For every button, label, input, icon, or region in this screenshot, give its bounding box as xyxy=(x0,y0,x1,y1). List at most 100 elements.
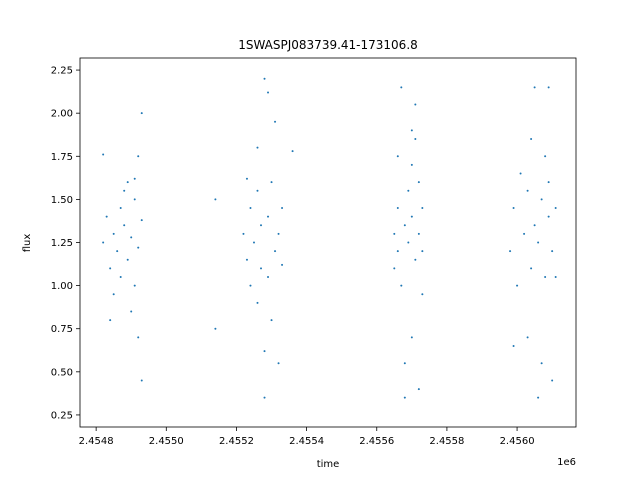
chart-title: 1SWASPJ083739.41-173106.8 xyxy=(238,38,418,52)
data-point xyxy=(544,155,547,158)
data-point xyxy=(256,146,259,149)
y-tick-label: 2.25 xyxy=(51,66,73,77)
data-point xyxy=(407,241,410,244)
data-point xyxy=(140,219,143,222)
data-point xyxy=(126,181,129,184)
data-point xyxy=(400,284,403,287)
data-point xyxy=(509,250,512,253)
x-tick-label: 2.4552 xyxy=(219,436,254,447)
data-point xyxy=(277,362,280,365)
data-point xyxy=(133,177,136,180)
data-point xyxy=(123,189,126,192)
data-point xyxy=(512,344,515,347)
data-point xyxy=(403,224,406,227)
data-point xyxy=(274,120,277,123)
data-point xyxy=(537,241,540,244)
data-point xyxy=(263,350,266,353)
plot-frame xyxy=(79,57,577,428)
data-point xyxy=(252,241,255,244)
data-point xyxy=(396,250,399,253)
data-point xyxy=(410,215,413,218)
data-point xyxy=(249,207,252,210)
data-point xyxy=(414,138,417,141)
data-point xyxy=(547,215,550,218)
data-point xyxy=(526,336,529,339)
data-point xyxy=(109,267,112,270)
data-point xyxy=(277,232,280,235)
data-point xyxy=(263,77,266,80)
data-point xyxy=(140,379,143,382)
data-point xyxy=(109,319,112,322)
data-point xyxy=(256,301,259,304)
data-point xyxy=(544,275,547,278)
data-point xyxy=(281,207,284,210)
data-point xyxy=(421,293,424,296)
data-point xyxy=(403,362,406,365)
data-point xyxy=(130,236,133,239)
data-point xyxy=(245,258,248,261)
data-point xyxy=(421,207,424,210)
data-point xyxy=(540,362,543,365)
data-point xyxy=(410,129,413,132)
data-point xyxy=(396,155,399,158)
data-point xyxy=(421,250,424,253)
data-point xyxy=(407,189,410,192)
data-point xyxy=(137,155,140,158)
data-point xyxy=(102,241,105,244)
data-point xyxy=(530,267,533,270)
data-point xyxy=(137,246,140,249)
data-point xyxy=(137,336,140,339)
data-point xyxy=(214,198,217,201)
data-point xyxy=(537,396,540,399)
y-tick-label: 1.75 xyxy=(51,152,73,163)
data-point xyxy=(417,388,420,391)
data-point xyxy=(533,86,536,89)
x-tick-label: 2.4558 xyxy=(429,436,464,447)
data-point xyxy=(540,198,543,201)
data-point xyxy=(119,275,122,278)
data-point xyxy=(533,224,536,227)
y-tick-label: 0.25 xyxy=(51,410,73,421)
data-point xyxy=(133,198,136,201)
x-tick-label: 2.4550 xyxy=(149,436,184,447)
data-point xyxy=(267,91,270,94)
y-tick-label: 0.75 xyxy=(51,324,73,335)
y-axis-label: flux xyxy=(22,234,33,253)
data-point xyxy=(396,207,399,210)
data-point xyxy=(516,284,519,287)
data-point xyxy=(256,189,259,192)
data-point xyxy=(112,232,115,235)
y-tick-label: 1.25 xyxy=(51,238,73,249)
data-point xyxy=(554,275,557,278)
data-point xyxy=(116,250,119,253)
data-point xyxy=(133,284,136,287)
data-point xyxy=(512,207,515,210)
data-point xyxy=(417,181,420,184)
data-point xyxy=(260,224,263,227)
data-point xyxy=(274,250,277,253)
x-offset-label: 1e6 xyxy=(557,457,576,468)
data-point xyxy=(140,112,143,115)
data-point xyxy=(245,177,248,180)
data-point xyxy=(270,181,273,184)
data-point xyxy=(410,163,413,166)
data-point xyxy=(551,250,554,253)
data-point xyxy=(547,86,550,89)
data-point xyxy=(214,327,217,330)
data-point xyxy=(551,379,554,382)
data-point xyxy=(403,396,406,399)
data-point xyxy=(270,319,273,322)
data-point xyxy=(554,207,557,210)
data-point xyxy=(119,207,122,210)
data-point xyxy=(281,263,284,266)
x-tick-label: 2.4560 xyxy=(500,436,535,447)
data-point xyxy=(130,310,133,313)
data-point xyxy=(393,267,396,270)
data-point xyxy=(393,232,396,235)
y-tick-label: 1.50 xyxy=(51,195,73,206)
y-tick-label: 0.50 xyxy=(51,367,73,378)
y-tick-label: 1.00 xyxy=(51,281,73,292)
data-point xyxy=(123,224,126,227)
x-axis-label: time xyxy=(317,459,340,470)
data-point xyxy=(126,258,129,261)
